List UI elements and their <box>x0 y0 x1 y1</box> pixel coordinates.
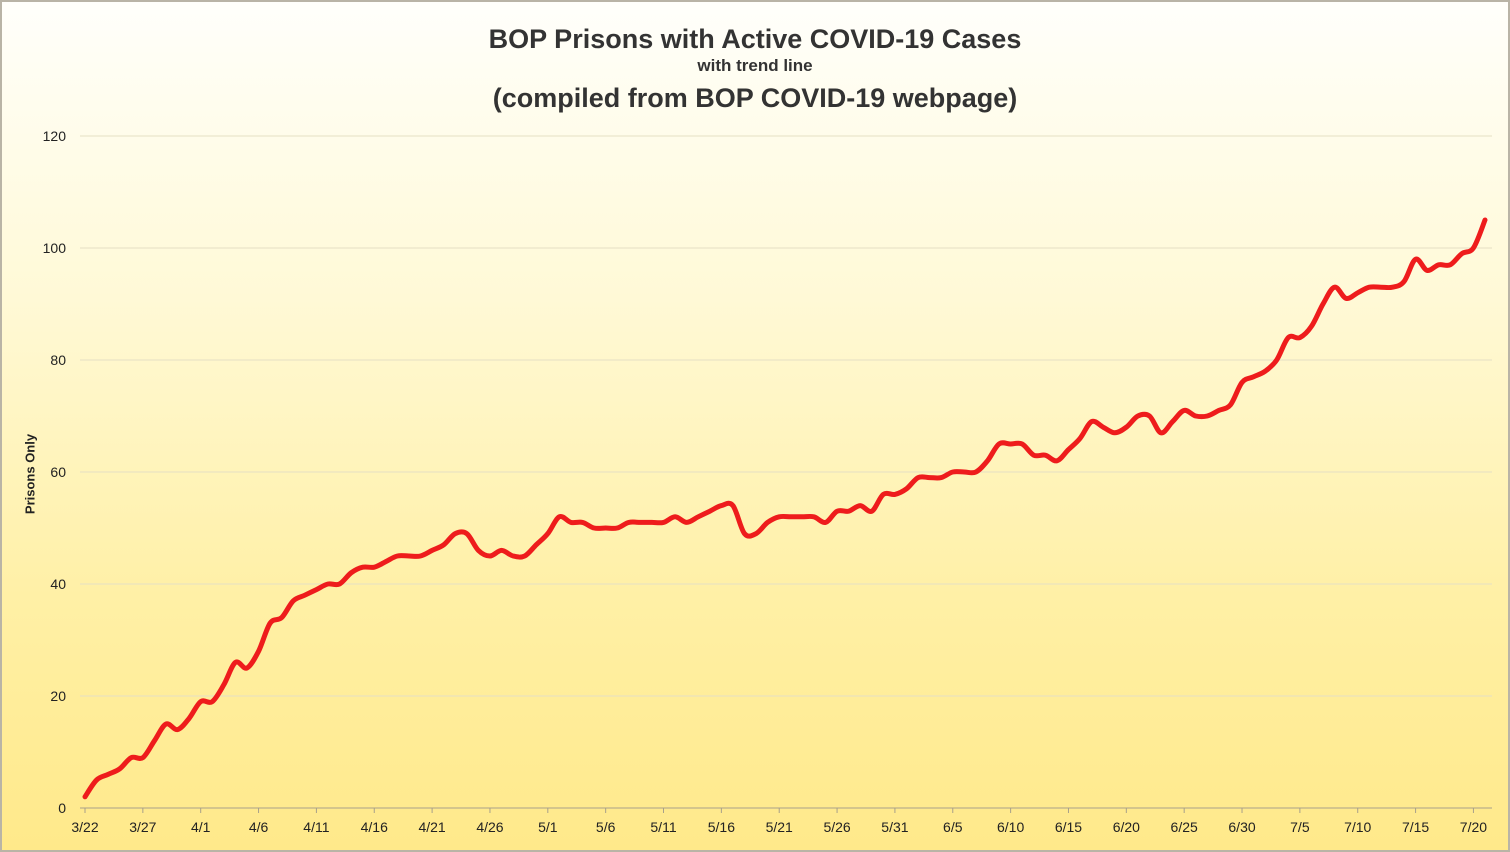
chart-title: BOP Prisons with Active COVID-19 Cases <box>488 24 1022 54</box>
x-tick-label: 6/10 <box>997 819 1024 835</box>
x-tick-label: 7/20 <box>1460 819 1487 835</box>
x-tick-labels: 3/22 3/27 4/1 4/6 4/11 4/16 4/21 4/26 5/1 5/6 5/11… <box>71 808 1487 835</box>
series-line <box>82 217 1488 800</box>
x-tick-label: 5/26 <box>823 819 850 835</box>
y-tick-label: 40 <box>50 576 66 592</box>
y-tick-label: 120 <box>43 128 67 144</box>
chart-subtitle: with trend line <box>697 56 813 75</box>
x-tick-label: 4/26 <box>476 819 503 835</box>
gridlines <box>80 135 1492 809</box>
chart-source-title: (compiled from BOP COVID-19 webpage) <box>492 83 1018 113</box>
x-tick-label: 6/30 <box>1228 819 1255 835</box>
x-tick-label: 7/10 <box>1344 819 1371 835</box>
x-tick-label: 6/20 <box>1113 819 1140 835</box>
x-tick-label: 5/21 <box>766 819 793 835</box>
y-tick-label: 0 <box>58 800 66 816</box>
x-tick-label: 4/1 <box>191 819 211 835</box>
x-tick-label: 6/25 <box>1171 819 1198 835</box>
x-tick-label: 7/15 <box>1402 819 1429 835</box>
x-tick-label: 4/11 <box>303 819 329 835</box>
x-tick-label: 5/11 <box>650 819 676 835</box>
x-tick-label: 5/6 <box>596 819 616 835</box>
x-tick-label: 4/16 <box>361 819 388 835</box>
title-block: BOP Prisons with Active COVID-19 Cases w… <box>2 22 1508 114</box>
x-tick-label: 6/5 <box>943 819 963 835</box>
x-tick-label: 6/15 <box>1055 819 1082 835</box>
y-tick-labels: 0 20 40 60 80 100 120 <box>43 128 67 816</box>
x-tick-label: 4/21 <box>418 819 445 835</box>
x-tick-label: 3/22 <box>71 819 98 835</box>
x-tick-label: 3/27 <box>129 819 156 835</box>
y-tick-label: 20 <box>50 688 66 704</box>
x-tick-label: 4/6 <box>249 819 269 835</box>
x-tick-label: 5/31 <box>881 819 908 835</box>
y-tick-label: 60 <box>50 464 66 480</box>
y-tick-label: 100 <box>43 240 67 256</box>
x-tick-label: 5/1 <box>538 819 558 835</box>
y-tick-label: 80 <box>50 352 66 368</box>
x-tick-label: 7/5 <box>1290 819 1310 835</box>
x-tick-label: 5/16 <box>708 819 735 835</box>
